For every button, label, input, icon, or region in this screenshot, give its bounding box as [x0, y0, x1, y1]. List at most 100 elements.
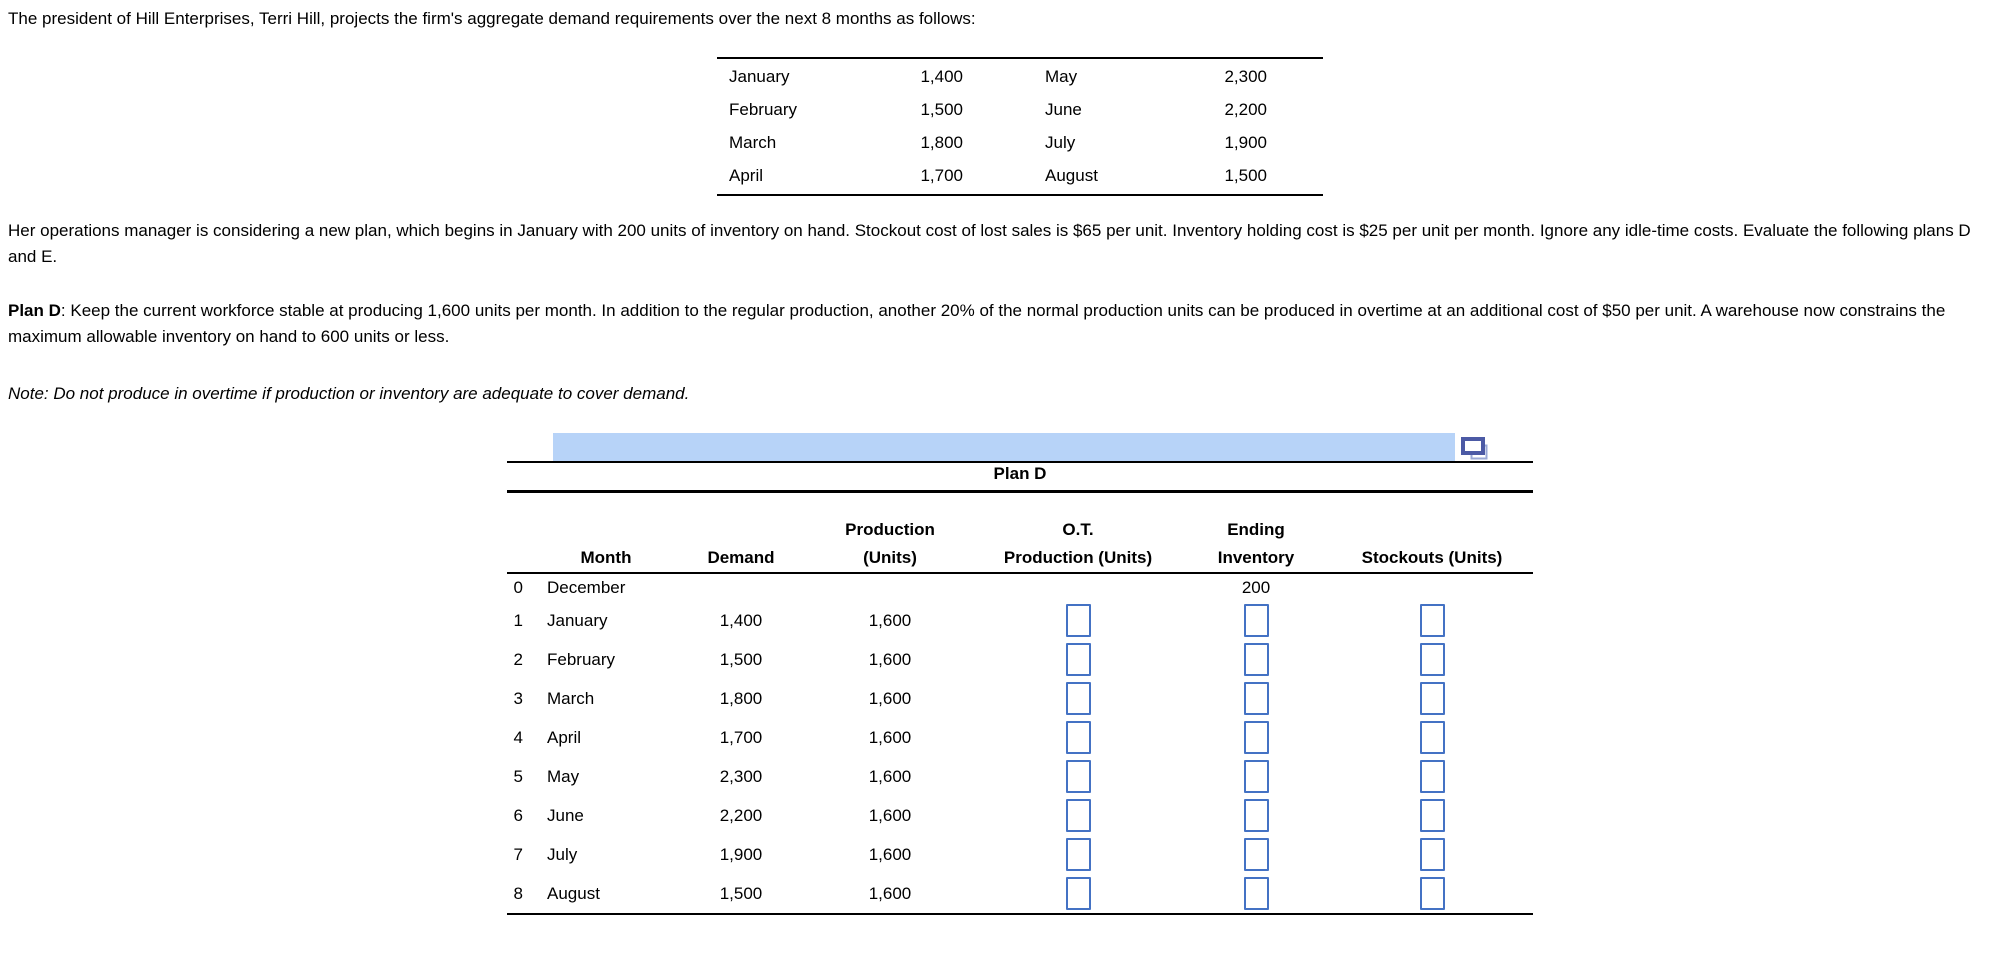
- header-production-l2: (Units): [863, 548, 917, 567]
- ending-inventory-input[interactable]: [1243, 799, 1269, 832]
- row-index: 3: [513, 688, 523, 708]
- month-cell: 5 May: [507, 767, 677, 787]
- ending-inventory-input[interactable]: [1243, 838, 1269, 871]
- stockouts-cell: [1331, 838, 1533, 871]
- ot-production-input[interactable]: [1065, 877, 1091, 910]
- ending-inventory-cell: [1181, 877, 1331, 910]
- row-month: May: [547, 766, 580, 786]
- ot-production-cell: [975, 643, 1181, 676]
- table-row: 5 May 2,300 1,600: [507, 757, 1533, 796]
- table-row: 8 August 1,500 1,600: [507, 874, 1533, 913]
- stockouts-input[interactable]: [1419, 604, 1445, 637]
- header-stockouts: Stockouts (Units): [1361, 548, 1503, 567]
- production-value: 1,600: [868, 727, 912, 747]
- demand-month: February: [729, 99, 798, 119]
- table-top-rule: [507, 461, 1533, 463]
- table-row: February 1,500 June 2,200: [717, 93, 1323, 126]
- production-value: 1,600: [868, 766, 912, 786]
- plan-table-header: Production O.T. Ending Month Demand (Uni…: [507, 516, 1533, 572]
- header-underline-rule: [507, 572, 1533, 574]
- ending-inventory-cell: [1181, 604, 1331, 637]
- demand-value: 1,800: [920, 132, 963, 152]
- stockouts-input[interactable]: [1419, 877, 1445, 910]
- header-production-l1: Production: [845, 520, 935, 539]
- ot-production-input[interactable]: [1065, 643, 1091, 676]
- header-line-2: Month Demand (Units) Production (Units) …: [507, 544, 1533, 572]
- ot-production-input[interactable]: [1065, 799, 1091, 832]
- ending-inventory-cell: [1181, 643, 1331, 676]
- demand-value: 1,500: [920, 99, 963, 119]
- header-month: Month: [580, 548, 632, 567]
- header-line-1: Production O.T. Ending: [507, 516, 1533, 544]
- month-cell: 1 January: [507, 611, 677, 631]
- initial-ending-inventory: 200: [1241, 578, 1271, 597]
- ending-inventory-cell: [1181, 682, 1331, 715]
- production-value: 1,600: [868, 805, 912, 825]
- stockouts-cell: [1331, 604, 1533, 637]
- demand-value: 2,300: [719, 766, 763, 786]
- ot-production-cell: [975, 721, 1181, 754]
- row-index: 7: [513, 844, 523, 864]
- row-month: April: [547, 727, 582, 747]
- ot-production-input[interactable]: [1065, 760, 1091, 793]
- ot-production-input[interactable]: [1065, 604, 1091, 637]
- demand-value: 1,700: [920, 165, 963, 185]
- ending-inventory-cell: [1181, 721, 1331, 754]
- demand-value: 1,900: [719, 844, 763, 864]
- ending-inventory-input[interactable]: [1243, 604, 1269, 637]
- ot-production-input[interactable]: [1065, 838, 1091, 871]
- ot-production-cell: [975, 799, 1181, 832]
- ot-production-input[interactable]: [1065, 682, 1091, 715]
- row-index: 4: [513, 727, 523, 747]
- initial-inventory-row: 0 December 200: [507, 575, 1533, 601]
- row-index: 2: [513, 649, 523, 669]
- row-month: January: [547, 610, 608, 630]
- table-row: 1 January 1,400 1,600: [507, 601, 1533, 640]
- demand-value: 1,400: [719, 610, 763, 630]
- row-month: February: [547, 649, 616, 669]
- row-month: August: [547, 883, 600, 903]
- row-index: 8: [513, 883, 523, 903]
- ending-inventory-cell: [1181, 838, 1331, 871]
- ending-inventory-input[interactable]: [1243, 721, 1269, 754]
- ot-production-cell: [975, 604, 1181, 637]
- ending-inventory-input[interactable]: [1243, 643, 1269, 676]
- demand-value: 1,500: [719, 883, 763, 903]
- plan-table-body: 1 January 1,400 1,600 2 February 1,500 1…: [507, 601, 1533, 913]
- ending-inventory-input[interactable]: [1243, 682, 1269, 715]
- demand-value: 1,900: [1224, 132, 1267, 152]
- stockouts-input[interactable]: [1419, 760, 1445, 793]
- popout-windows-icon[interactable]: [1460, 435, 1492, 465]
- production-value: 1,600: [868, 649, 912, 669]
- plan-table-title: Plan D: [993, 464, 1047, 483]
- month-cell: 6 June: [507, 806, 677, 826]
- stockouts-input[interactable]: [1419, 643, 1445, 676]
- title-divider-rule: [507, 490, 1533, 493]
- stockouts-input[interactable]: [1419, 799, 1445, 832]
- row-month: June: [547, 805, 584, 825]
- production-value: 1,600: [868, 610, 912, 630]
- demand-value: 2,200: [719, 805, 763, 825]
- plan-d-label: Plan D: [8, 301, 61, 320]
- stockouts-input[interactable]: [1419, 721, 1445, 754]
- month-cell: 0 December: [507, 578, 677, 598]
- stockouts-cell: [1331, 721, 1533, 754]
- stockouts-input[interactable]: [1419, 682, 1445, 715]
- stockouts-cell: [1331, 682, 1533, 715]
- ot-production-cell: [975, 760, 1181, 793]
- month-cell: 4 April: [507, 728, 677, 748]
- note-text: Note: Do not produce in overtime if prod…: [8, 384, 690, 403]
- demand-month: January: [729, 66, 790, 86]
- scenario-paragraph: Her operations manager is considering a …: [8, 221, 1971, 266]
- ending-inventory-input[interactable]: [1243, 760, 1269, 793]
- header-ending-l1: Ending: [1227, 520, 1285, 539]
- stockouts-cell: [1331, 799, 1533, 832]
- table-row: 3 March 1,800 1,600: [507, 679, 1533, 718]
- intro-paragraph: The president of Hill Enterprises, Terri…: [8, 9, 976, 28]
- ot-production-input[interactable]: [1065, 721, 1091, 754]
- demand-month: April: [729, 165, 764, 185]
- demand-month: March: [729, 132, 777, 152]
- stockouts-input[interactable]: [1419, 838, 1445, 871]
- demand-value: 2,200: [1224, 99, 1267, 119]
- ending-inventory-input[interactable]: [1243, 877, 1269, 910]
